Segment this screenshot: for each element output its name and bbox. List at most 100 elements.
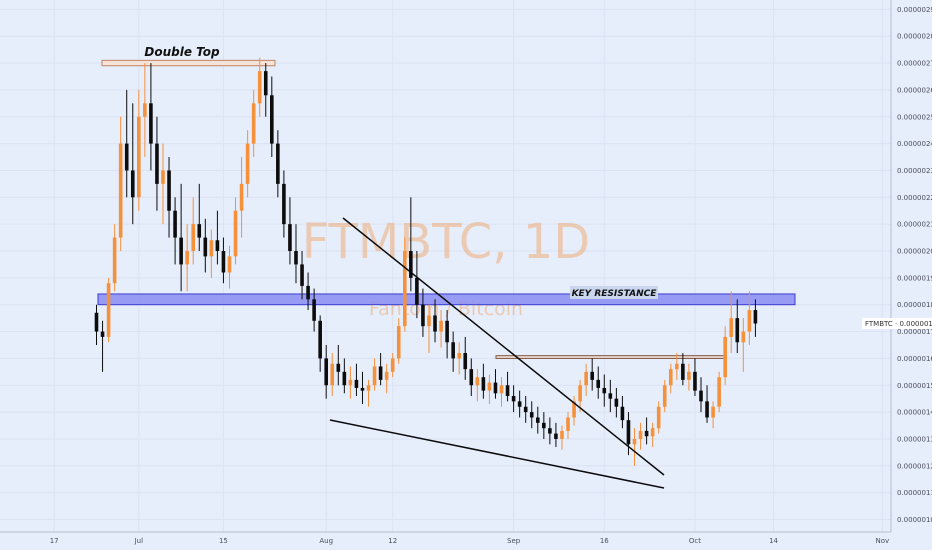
candle [300, 251, 304, 300]
candle-body [276, 143, 280, 184]
candle-body [608, 393, 613, 399]
candle [644, 417, 649, 445]
candle [112, 224, 117, 292]
candle [590, 358, 594, 391]
candle-body [523, 406, 528, 413]
price-tick-label: 0.00000240 [897, 140, 932, 148]
candle-body [106, 283, 111, 337]
candle [433, 299, 437, 343]
candle-body [620, 406, 625, 421]
grid [0, 0, 891, 532]
price-tick-label: 0.00000280 [897, 33, 932, 41]
candle-body [100, 331, 105, 337]
candle [439, 310, 443, 348]
candle-body [638, 430, 643, 439]
candle-body [409, 251, 413, 278]
price-axis[interactable]: 0.00000100 0.00000110 0.00000120 0.00000130… [897, 6, 932, 524]
candle-body [390, 358, 395, 372]
time-axis[interactable]: 17Jul15Aug12Sep16Oct14Nov18Dec16202013 [50, 537, 932, 545]
candle-body [529, 412, 534, 418]
candle [312, 288, 316, 332]
candle [360, 371, 365, 405]
zones [97, 59, 796, 359]
candle-body [644, 430, 649, 437]
candle [173, 197, 177, 265]
candle [276, 130, 280, 198]
candle-body [366, 385, 371, 391]
price-tick-label: 0.00000140 [897, 409, 932, 417]
candle-body [463, 353, 468, 370]
candle-body [753, 310, 758, 324]
candle [584, 363, 588, 396]
candle-body [475, 377, 480, 386]
candle [608, 379, 613, 413]
breakout-zone [495, 355, 725, 359]
candle [221, 237, 226, 284]
candle-body [693, 371, 697, 391]
time-tick-label: Oct [689, 537, 701, 545]
price-tick-label: 0.00000260 [897, 86, 932, 94]
candle-body [687, 371, 691, 380]
candle-body [481, 377, 486, 391]
candle [143, 63, 147, 158]
candle [270, 76, 274, 158]
candle [100, 320, 105, 372]
candle [735, 299, 740, 354]
candle-body [614, 398, 619, 407]
candle [741, 318, 746, 372]
candle [336, 344, 341, 386]
candle-body [590, 371, 594, 380]
candle-body [487, 382, 492, 391]
candle-body [723, 336, 727, 378]
candle [542, 412, 546, 439]
candle-body [300, 264, 304, 286]
candles [94, 57, 758, 466]
candle [282, 170, 286, 238]
candle-body [415, 277, 419, 305]
candle-body [149, 103, 153, 144]
candle-body [439, 320, 443, 332]
candle [354, 363, 359, 396]
candle [118, 116, 123, 251]
candle [318, 315, 322, 372]
candle-body [747, 310, 752, 332]
candle-body [505, 385, 510, 396]
candle-body [270, 95, 274, 144]
candle [421, 288, 425, 337]
candle [729, 291, 734, 354]
candle [257, 57, 262, 117]
candle-body [656, 406, 661, 429]
time-tick-label: Sep [507, 537, 521, 545]
candle-body [517, 401, 522, 407]
candle-body [330, 363, 335, 386]
candle [288, 197, 292, 265]
candle-body [535, 417, 540, 423]
candle-body [650, 428, 655, 437]
price-tick-label: 0.00000230 [897, 167, 932, 175]
candle-body [282, 183, 286, 225]
candle-body [239, 183, 244, 211]
candle [409, 197, 413, 292]
candle [681, 353, 685, 386]
candle [94, 304, 99, 345]
price-tick-label: 0.00000120 [897, 462, 932, 470]
candle [330, 353, 335, 396]
candle-body [711, 406, 715, 418]
candle [572, 395, 576, 426]
candle [239, 157, 244, 238]
candle-body [173, 210, 177, 238]
time-tick-label: Nov [876, 537, 890, 545]
candle [656, 401, 661, 434]
key-resistance-label: KEY RESISTANCE [572, 289, 658, 299]
candle [197, 183, 202, 251]
price-tick-label: 0.00000170 [897, 328, 932, 336]
candle-body [378, 366, 383, 380]
candle-body [602, 387, 607, 394]
time-tick-label: 12 [388, 537, 397, 545]
price-tick-label: 0.00000200 [897, 248, 932, 256]
candle [124, 89, 129, 198]
candle-body [360, 387, 365, 391]
candle [529, 401, 534, 429]
